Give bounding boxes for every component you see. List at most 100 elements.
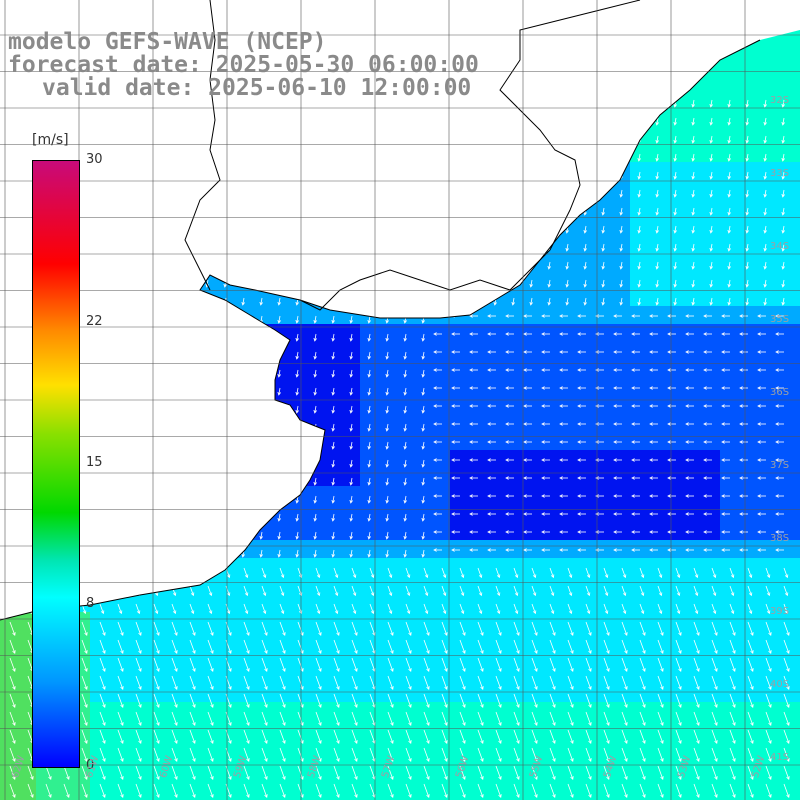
wind-arrow [367, 423, 371, 432]
wind-cell [396, 504, 414, 522]
wind-arrow [189, 747, 196, 762]
wind-arrow [685, 458, 694, 462]
wind-arrow [531, 621, 538, 636]
wind-arrow [333, 693, 340, 708]
wind-cell [450, 792, 468, 800]
wind-arrow [631, 332, 640, 336]
wind-arrow [487, 350, 496, 354]
wind-cell [738, 396, 756, 414]
wind-cell [522, 468, 540, 486]
wind-arrow [763, 207, 767, 216]
wind-arrow [747, 729, 754, 744]
wind-cell [198, 612, 216, 630]
wind-arrow [693, 639, 700, 654]
wind-arrow [549, 639, 556, 654]
wind-arrow [153, 603, 159, 615]
wind-arrow [495, 783, 502, 798]
wind-cell [792, 630, 800, 648]
wind-arrow [487, 422, 496, 426]
wind-arrow [513, 621, 520, 636]
wind-cell [234, 792, 252, 800]
wind-arrow [403, 333, 407, 342]
wind-cell [270, 792, 288, 800]
wind-arrow [349, 441, 353, 450]
wind-arrow [295, 405, 299, 414]
wind-cell [594, 234, 612, 252]
wind-arrow [775, 386, 784, 390]
wind-cell [702, 540, 720, 558]
wind-cell [684, 162, 702, 180]
wind-arrow [117, 783, 124, 798]
wind-arrow [243, 711, 250, 726]
wind-arrow [721, 476, 730, 480]
wind-cell [648, 180, 666, 198]
wind-arrow [459, 585, 465, 597]
wind-arrow [433, 386, 442, 390]
wind-arrow [685, 494, 694, 498]
wind-arrow [709, 243, 713, 252]
wind-cell [342, 522, 360, 540]
wind-arrow [583, 279, 587, 288]
wind-cell [396, 414, 414, 432]
wind-arrow [531, 711, 538, 726]
wind-arrow [369, 567, 375, 579]
wind-arrow [403, 351, 407, 360]
wind-cell [522, 342, 540, 360]
wind-arrow [531, 567, 537, 579]
wind-arrow [295, 387, 299, 396]
wind-arrow [541, 440, 550, 444]
wind-arrow [387, 783, 394, 798]
wind-arrow [367, 387, 371, 396]
wind-cell [630, 162, 648, 180]
wind-cell [234, 288, 252, 306]
wind-arrow [451, 350, 460, 354]
wind-cell [306, 540, 324, 558]
wind-arrow [261, 621, 268, 636]
wind-cell [540, 612, 558, 630]
wind-cell [432, 594, 450, 612]
wind-arrow [351, 783, 358, 798]
wind-cell [774, 450, 792, 468]
wind-cell [756, 432, 774, 450]
wind-cell [558, 792, 576, 800]
wind-arrow [9, 747, 16, 762]
wind-cell [648, 198, 666, 216]
wind-arrow [601, 279, 605, 288]
wind-cell [162, 594, 180, 612]
wind-arrow [667, 314, 676, 318]
wind-cell [756, 450, 774, 468]
wind-arrow [649, 512, 658, 516]
wind-arrow [27, 783, 34, 798]
wind-arrow [99, 693, 106, 708]
wind-arrow [639, 747, 646, 762]
wind-arrow [765, 567, 771, 579]
wind-arrow [171, 657, 178, 672]
wind-cell [756, 468, 774, 486]
wind-cell [468, 792, 486, 800]
wind-arrow [477, 675, 484, 690]
wind-arrow [135, 639, 142, 654]
wind-arrow [487, 458, 496, 462]
wind-arrow [775, 530, 784, 534]
wind-arrow [559, 386, 568, 390]
wind-arrow [207, 729, 214, 744]
wind-arrow [333, 675, 340, 690]
wind-arrow [729, 567, 735, 579]
wind-arrow [207, 639, 214, 654]
wind-arrow [691, 99, 695, 108]
wind-arrow [99, 675, 106, 690]
wind-arrow [675, 765, 682, 780]
wind-arrow [315, 675, 322, 690]
wind-cell [738, 126, 756, 144]
wind-cell [792, 324, 800, 342]
wind-arrow [709, 225, 713, 234]
wind-cell [684, 90, 702, 108]
wind-arrow [657, 783, 664, 798]
wind-arrow [279, 675, 286, 690]
wind-arrow [691, 153, 695, 162]
wind-cell [504, 576, 522, 594]
wind-arrow [739, 494, 748, 498]
wind-arrow [649, 494, 658, 498]
wind-cell [702, 234, 720, 252]
wind-cell [774, 468, 792, 486]
